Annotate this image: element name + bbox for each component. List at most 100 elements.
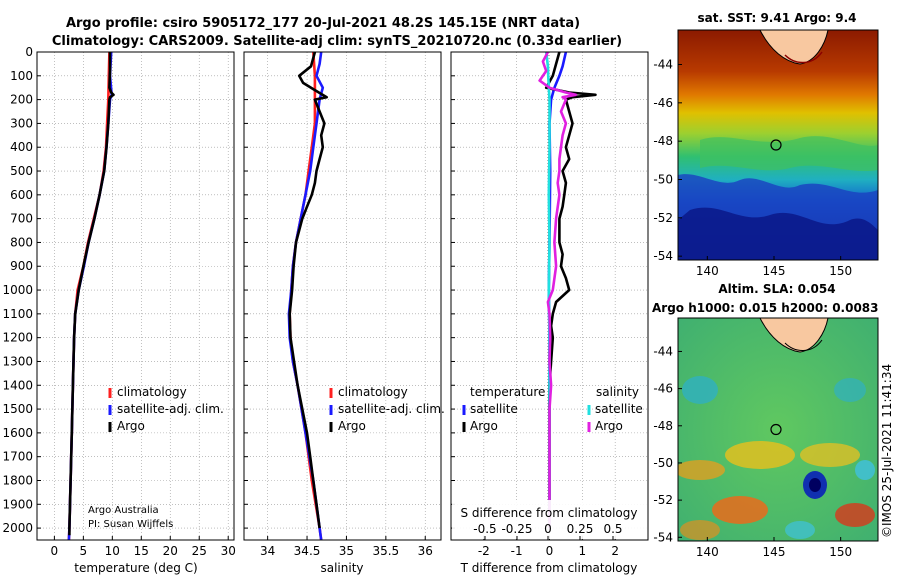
tick-label-y: 1400	[2, 378, 33, 392]
tick-label-y: 2000	[2, 521, 33, 535]
sla-map-title-line2: Argo h1000: 0.015 h2000: 0.0083	[652, 301, 879, 315]
sst-float-marker	[770, 139, 782, 151]
map-tick-label-x: 150	[829, 545, 852, 559]
difference-axis-label: T difference from climatology	[460, 561, 638, 575]
tick-label-y: 1300	[2, 354, 33, 368]
series-argo	[68, 52, 115, 536]
map-tick-label-y: -50	[653, 456, 673, 470]
sla-map-title-line1: Altim. SLA: 0.054	[718, 282, 835, 296]
tick-label-y: 800	[10, 235, 33, 249]
tick-label-y: 0	[25, 45, 33, 59]
tick-label-y: 900	[10, 259, 33, 273]
sst-map-title: sat. SST: 9.41 Argo: 9.4	[697, 11, 856, 25]
map-tick-label-x: 145	[763, 264, 786, 278]
sla-map-panel: Altim. SLA: 0.054 Argo h1000: 0.015 h200…	[652, 282, 879, 559]
map-tick-label-x: 140	[696, 545, 719, 559]
figure-title-line1: Argo profile: csiro 5905172_177 20-Jul-2…	[66, 16, 580, 31]
legend-label: Argo	[470, 419, 498, 433]
tick-label-y: 300	[10, 116, 33, 130]
map-tick-label-y: -50	[653, 173, 673, 187]
legend-label: satellite-adj. clim.	[338, 402, 445, 416]
map-tick-label-y: -48	[653, 419, 673, 433]
tick-label-x: -2	[478, 544, 490, 558]
temperature-axis-label: temperature (deg C)	[74, 561, 197, 575]
tick-label-x: 20	[163, 544, 178, 558]
tick-label-y: 1900	[2, 497, 33, 511]
temperature-panel: 0 5 10 15 20 25 300100200300400500600700800900…	[2, 45, 235, 575]
tick-label-x: 34.5	[294, 544, 321, 558]
secondary-tick-label: 0.25	[567, 522, 594, 536]
map-tick-label-y: -46	[653, 382, 673, 396]
tick-label-x: 30	[221, 544, 236, 558]
map-tick-label-x: 150	[829, 264, 852, 278]
legend-label: satellite	[595, 402, 643, 416]
credit-pi: PI: Susan Wijffels	[88, 519, 173, 530]
map-tick-label-x: 145	[763, 545, 786, 559]
legend-label: satellite	[470, 402, 518, 416]
tick-label-y: 1200	[2, 331, 33, 345]
series-satellite-adj-clim	[67, 51, 113, 541]
tick-label-x: 36	[418, 544, 433, 558]
tick-label-x: 35	[339, 544, 354, 558]
map-tick-label-y: -52	[653, 211, 673, 225]
legend-label: Argo	[595, 419, 623, 433]
map-tick-label-y: -52	[653, 493, 673, 507]
tick-label-x: 0	[546, 544, 554, 558]
tick-label-y: 1100	[2, 307, 33, 321]
tick-label-x: 15	[134, 544, 149, 558]
series-satellite-adj-clim	[287, 51, 325, 541]
sla-float-marker	[770, 423, 782, 436]
series-climatology	[67, 51, 111, 541]
credit-org: Argo Australia	[88, 505, 159, 516]
tick-label-x: 35.5	[372, 544, 399, 558]
tick-label-y: 1000	[2, 283, 33, 297]
map-tick-label-y: -54	[653, 249, 673, 263]
legend-label: Argo	[338, 419, 366, 433]
salinity-axis-label: salinity	[320, 561, 363, 575]
tick-label-y: 1800	[2, 473, 33, 487]
tick-label-x: 1	[579, 544, 587, 558]
figure-title-line2: Climatology: CARS2009. Satellite-adj cli…	[52, 34, 622, 49]
secondary-tick-label: 0.5	[603, 522, 622, 536]
difference-panel: -2 -1 0 1 2 T difference from climatology S …	[450, 51, 649, 575]
map-tick-label-y: -44	[653, 344, 673, 358]
series-argo	[288, 51, 329, 529]
tick-label-y: 400	[10, 140, 33, 154]
salinity-difference-axis-label: S difference from climatology	[461, 506, 638, 520]
secondary-tick-label: -0.25	[501, 522, 532, 536]
series-s-argo	[538, 51, 578, 529]
tick-label-y: 500	[10, 164, 33, 178]
tick-label-x: 0	[51, 544, 59, 558]
tick-label-y: 200	[10, 93, 33, 107]
series-t-satellite	[547, 51, 568, 529]
map-tick-label-y: -46	[653, 96, 673, 110]
salinity-panel: 34 34.5 35 35.5 36 salinity climatology satel…	[243, 51, 445, 575]
tick-label-y: 100	[10, 69, 33, 83]
tick-label-x: -1	[511, 544, 523, 558]
sst-map-panel: sat. SST: 9.41 Argo: 9.4	[653, 11, 879, 278]
map-tick-label-y: -48	[653, 134, 673, 148]
legend-label: climatology	[338, 385, 408, 399]
tick-label-x: 5	[80, 544, 88, 558]
legend-title-salinity: salinity	[596, 385, 639, 399]
legend-label: climatology	[117, 385, 187, 399]
imos-credit: ©IMOS 25-Jul-2021 11:41:34	[880, 364, 894, 538]
map-tick-label-x: 140	[696, 264, 719, 278]
tick-label-x: 2	[611, 544, 619, 558]
map-tick-label-y: -44	[653, 58, 673, 72]
tick-label-y: 1500	[2, 402, 33, 416]
tick-label-x: 10	[105, 544, 120, 558]
legend-label: satellite-adj. clim.	[117, 402, 224, 416]
tick-label-y: 700	[10, 212, 33, 226]
legend-label: Argo	[117, 419, 145, 433]
map-tick-label-y: -54	[653, 530, 673, 544]
tick-label-x: 34	[260, 544, 275, 558]
tick-label-y: 1700	[2, 450, 33, 464]
legend-title-temperature: temperature	[470, 385, 545, 399]
secondary-tick-label: 0	[544, 522, 552, 536]
tick-label-y: 1600	[2, 426, 33, 440]
secondary-tick-label: -0.5	[473, 522, 496, 536]
tick-label-x: 25	[192, 544, 207, 558]
tick-label-y: 600	[10, 188, 33, 202]
